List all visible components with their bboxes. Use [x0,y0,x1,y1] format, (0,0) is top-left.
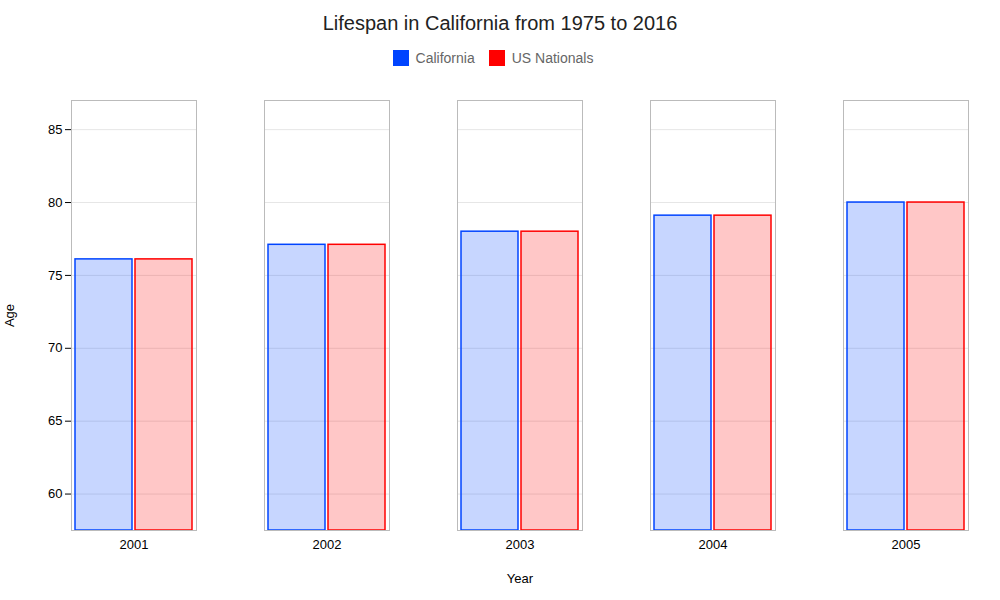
svg-text:Age: Age [2,304,17,327]
svg-text:2001: 2001 [120,537,149,552]
svg-text:70: 70 [48,340,62,355]
html-text:California: California [415,49,475,66]
html-text:US Nationals: US Nationals [511,49,594,66]
svg-text:2005: 2005 [892,537,921,552]
svg-text:65: 65 [48,413,62,428]
svg-text:60: 60 [48,486,62,501]
svg-text:80: 80 [48,195,62,210]
svg-text:2004: 2004 [699,537,728,552]
svg-text:85: 85 [48,122,62,137]
svg-text:Year: Year [507,571,534,586]
svg-text:2002: 2002 [313,537,342,552]
svg-text:2003: 2003 [506,537,535,552]
svg-text:75: 75 [48,268,62,283]
html-text:Lifespan in California from 19: Lifespan in California from 1975 to 2016 [322,12,678,34]
